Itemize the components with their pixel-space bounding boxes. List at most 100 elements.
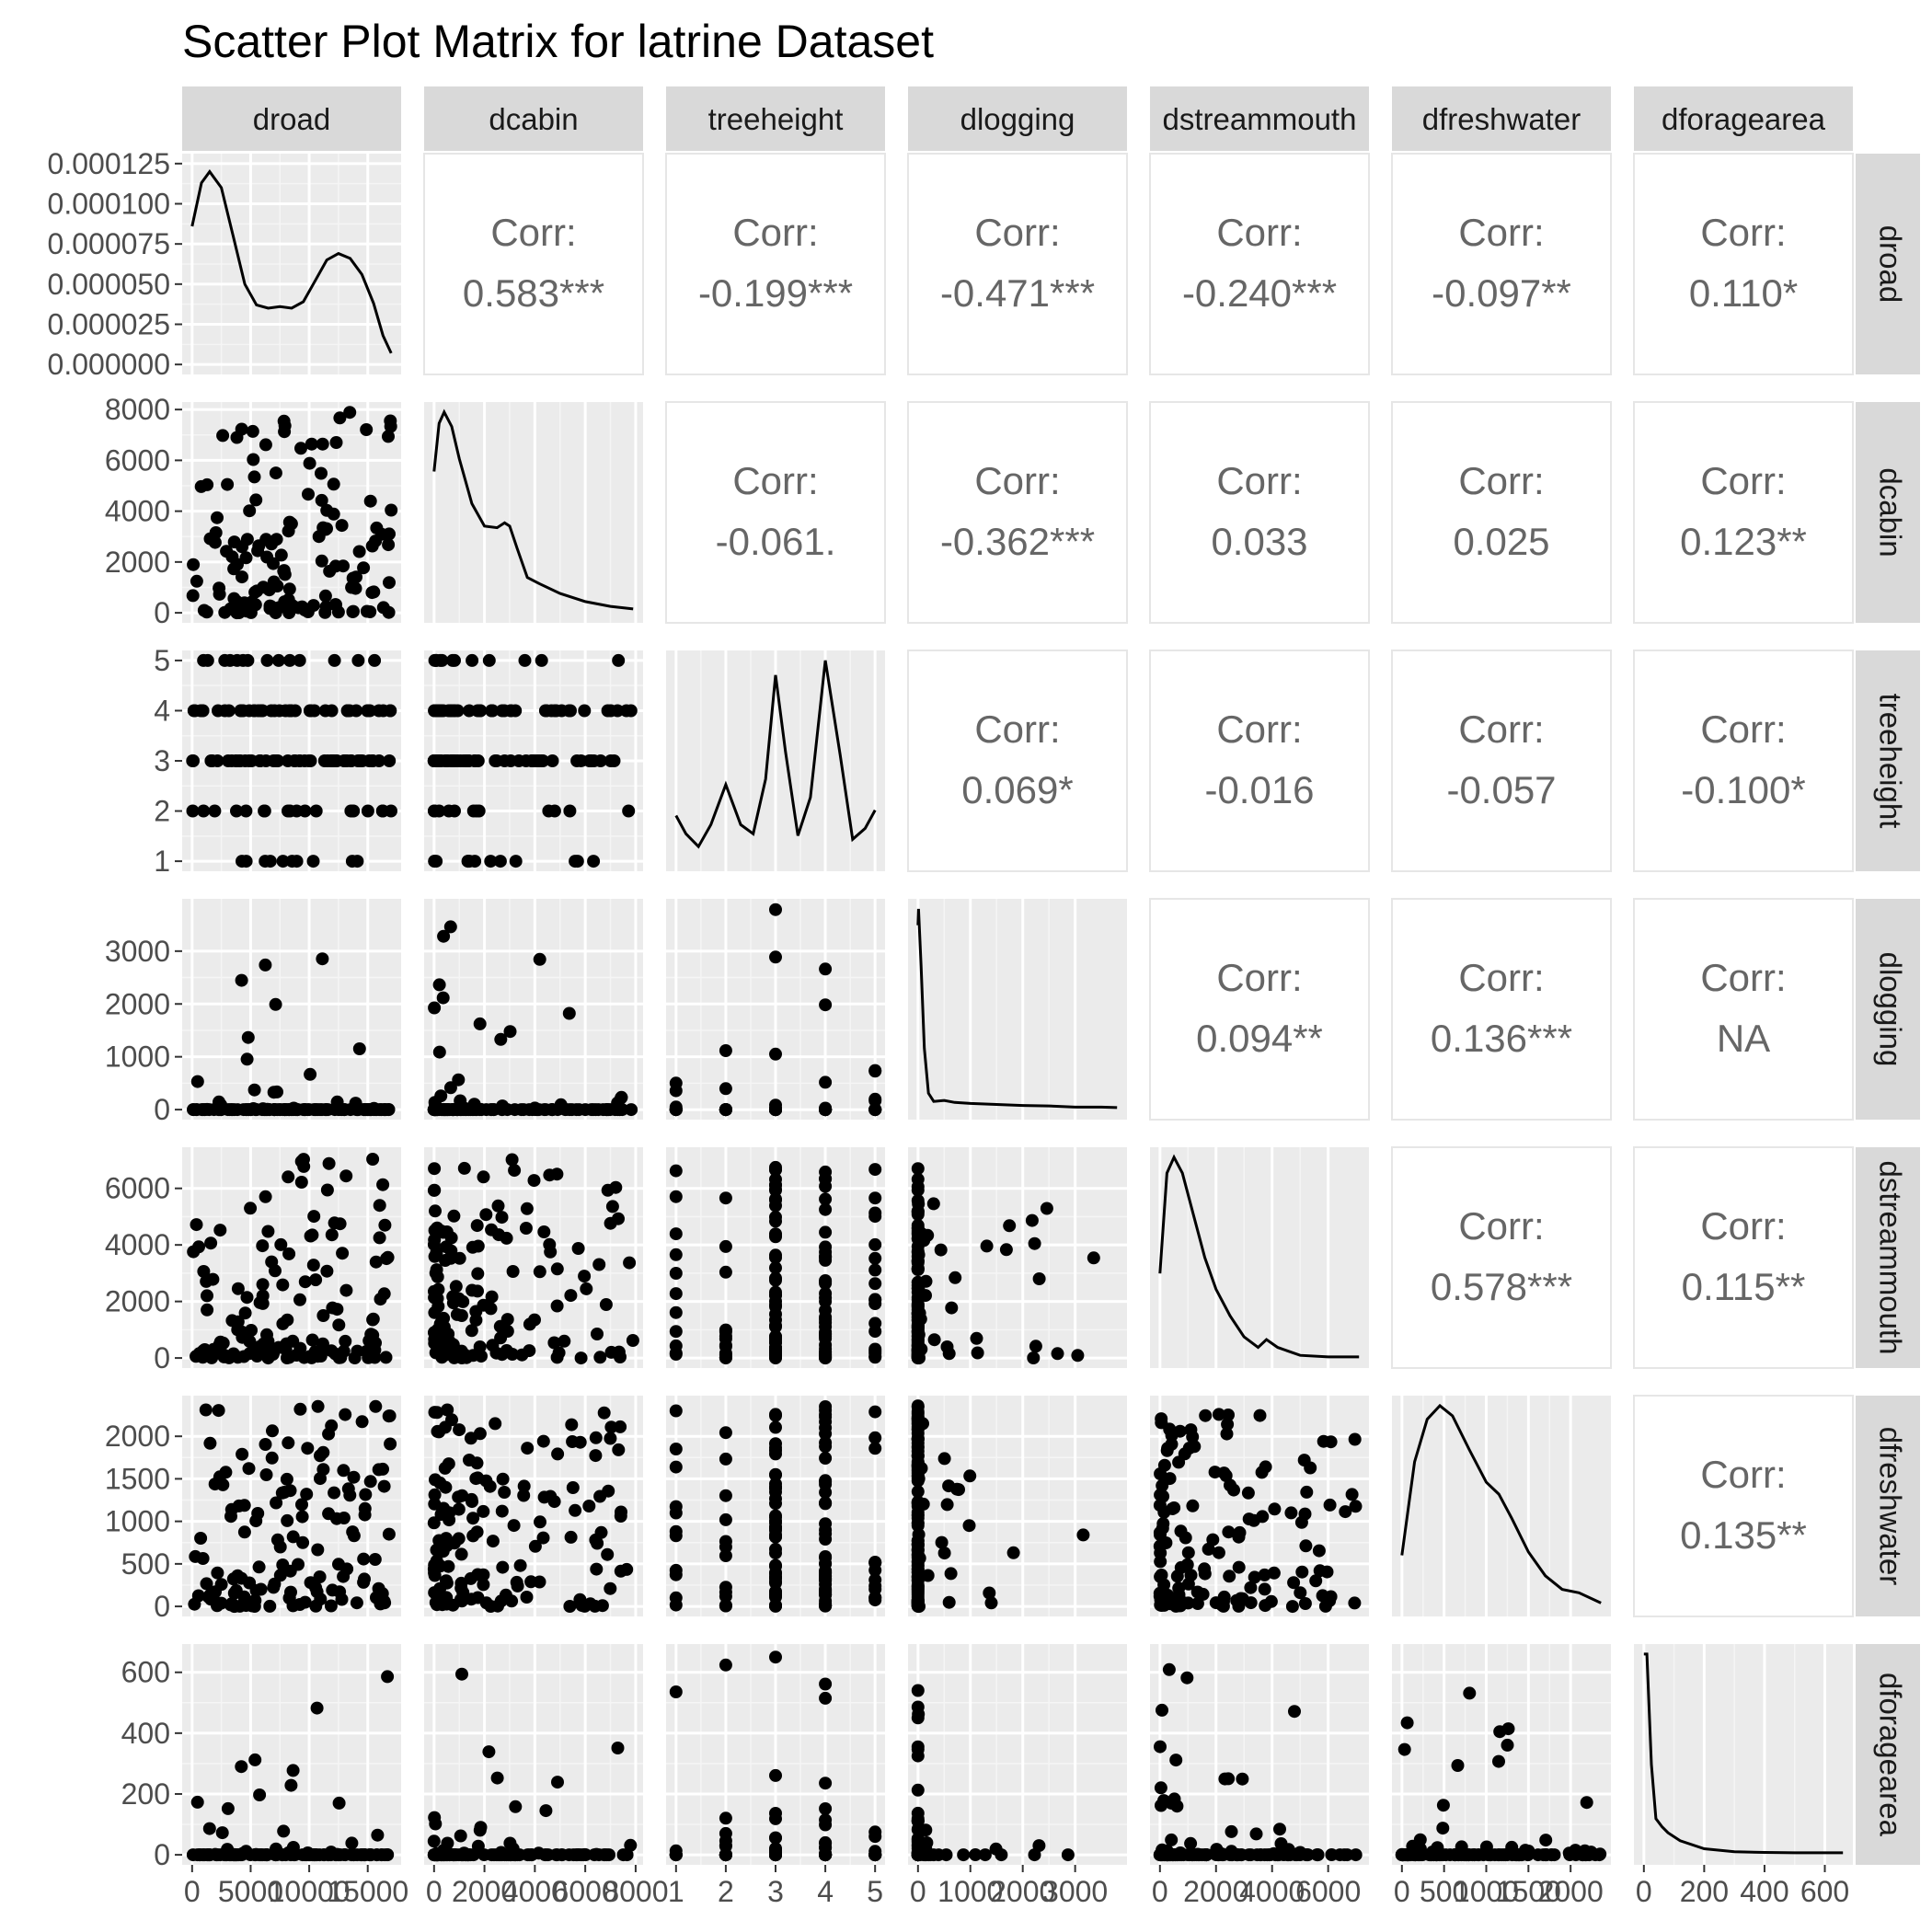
scatter-point (230, 804, 243, 818)
scatter-point (306, 1259, 320, 1272)
scatter-point (669, 1267, 683, 1280)
corr-panel (665, 153, 886, 375)
scatter-point (253, 754, 267, 767)
scatter-point (339, 1334, 352, 1348)
scatter-point (435, 1598, 449, 1612)
x-tick-label-dfreshwater: 1000 (1454, 1875, 1519, 1908)
scatter-point (492, 1228, 506, 1242)
panel-background (908, 899, 1127, 1120)
scatter-point (719, 1351, 732, 1365)
scatter-point (489, 754, 502, 767)
scatter-point (350, 704, 363, 718)
scatter-point (374, 1293, 387, 1306)
scatter-point (239, 551, 253, 565)
scatter-point (466, 1240, 479, 1254)
scatter-point (452, 1073, 466, 1087)
scatter-point (320, 1183, 334, 1197)
scatter-point (363, 494, 377, 508)
scatter-point (819, 1249, 833, 1263)
scatter-point (247, 1083, 261, 1097)
strip-row-dcabin (1856, 402, 1920, 623)
scatter-point (669, 1305, 683, 1319)
scatter-point (1501, 1722, 1515, 1736)
scatter-point (201, 1289, 213, 1303)
scatter-point (719, 1549, 732, 1562)
scatter-point (819, 1225, 833, 1239)
corr-value: -0.057 (1446, 768, 1556, 811)
scatter-point (868, 1092, 882, 1106)
scatter-point (259, 1190, 272, 1203)
scatter-point (868, 1593, 882, 1607)
scatter-point (383, 576, 396, 590)
scatter-point (433, 1581, 447, 1595)
y-tick-label-dlogging: 2000 (105, 987, 170, 1020)
scatter-point (339, 1169, 353, 1183)
scatter-point (911, 1420, 925, 1434)
scatter-point (303, 704, 316, 718)
scatter-point (283, 804, 297, 818)
corr-value: -0.016 (1204, 768, 1314, 811)
scatter-point (719, 1489, 732, 1502)
scatter-point (719, 1811, 732, 1825)
scatter-point (351, 855, 364, 868)
scatter-point (527, 1174, 541, 1188)
scatter-point (1320, 1565, 1334, 1579)
scatter-point (1169, 1599, 1183, 1613)
scatter-point (1162, 1662, 1176, 1676)
scatter-point (980, 1239, 994, 1253)
x-tick-label-dfreshwater: 1500 (1496, 1875, 1561, 1908)
corr-label: Corr: (974, 707, 1060, 751)
panel-dcabin-dfreshwater: Corr: 0.025 (1391, 401, 1612, 624)
scatter-point (293, 1402, 307, 1416)
scatter-point (999, 1243, 1013, 1257)
scatter-point (563, 804, 577, 818)
corr-value: -0.240*** (1182, 271, 1337, 315)
scatter-point (515, 1348, 529, 1362)
scatter-point (214, 1596, 228, 1610)
scatter-point (263, 1599, 277, 1613)
scatter-point (315, 493, 328, 507)
scatter-point (868, 1573, 882, 1587)
scatter-point (769, 1350, 782, 1363)
panel-dlogging-dstreammouth: Corr: 0.094** (1149, 898, 1370, 1121)
scatter-point (669, 1404, 683, 1418)
scatter-point (428, 1406, 442, 1420)
scatter-point (251, 544, 265, 558)
scatter-point (271, 653, 285, 667)
y-tick-label-dcabin: 6000 (105, 443, 170, 477)
scatter-point (505, 1153, 519, 1167)
x-tick-label-dforagearea: 0 (1636, 1875, 1652, 1908)
scatter-point (345, 804, 359, 818)
scatter-point (309, 1103, 323, 1117)
y-tick-label-treeheight: 3 (154, 744, 170, 777)
scatter-point (256, 1239, 270, 1253)
scatter-point (1348, 1596, 1362, 1610)
scatter-point (574, 1351, 588, 1365)
scatter-point (769, 1807, 782, 1820)
x-tick-label-dcabin: 4000 (502, 1875, 568, 1908)
scatter-point (612, 1212, 625, 1225)
scatter-point (1325, 1848, 1339, 1861)
scatter-point (578, 704, 592, 718)
scatter-point (231, 558, 244, 571)
scatter-point (427, 1516, 441, 1530)
scatter-point (570, 1848, 584, 1862)
panel-treeheight-droad (182, 650, 401, 871)
y-tick-label-dlogging: 1000 (105, 1041, 170, 1074)
corr-label: Corr: (974, 459, 1060, 502)
scatter-point (316, 521, 330, 535)
scatter-point (1061, 1848, 1075, 1862)
x-tick-label-dfreshwater: 500 (1420, 1875, 1468, 1908)
scatter-point (259, 958, 272, 972)
scatter-point (186, 804, 200, 818)
y-tick-label-dforagearea: 400 (121, 1717, 170, 1750)
scatter-point (248, 1753, 262, 1766)
scatter-point (1406, 1839, 1420, 1853)
scatter-point (440, 1508, 454, 1522)
density-line-dstreammouth (1158, 1154, 1360, 1359)
scatter-point (247, 453, 260, 466)
scatter-point (349, 581, 362, 595)
scatter-point (565, 1418, 579, 1432)
density-line-dcabin (432, 408, 634, 611)
scatter-point (382, 1527, 396, 1541)
